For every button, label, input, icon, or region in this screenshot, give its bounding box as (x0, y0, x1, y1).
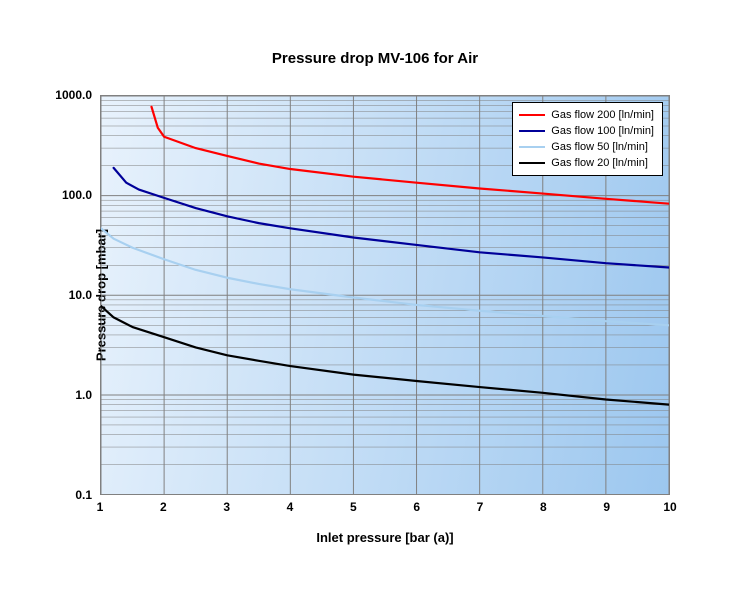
y-tick: 1000.0 (55, 88, 92, 102)
chart-title: Pressure drop MV-106 for Air (0, 50, 750, 67)
y-tick: 100.0 (62, 188, 92, 202)
legend-item: Gas flow 50 [ln/min] (519, 139, 654, 155)
y-tick: 10.0 (69, 288, 92, 302)
legend-swatch (519, 114, 545, 116)
legend-swatch (519, 130, 545, 132)
legend-label: Gas flow 100 [ln/min] (551, 125, 654, 137)
legend-label: Gas flow 50 [ln/min] (551, 141, 648, 153)
legend: Gas flow 200 [ln/min] Gas flow 100 [ln/mi… (512, 102, 663, 176)
x-tick: 1 (97, 500, 104, 514)
legend-label: Gas flow 200 [ln/min] (551, 109, 654, 121)
x-tick: 8 (540, 500, 547, 514)
y-tick: 1.0 (75, 388, 92, 402)
x-tick: 2 (160, 500, 167, 514)
x-tick: 7 (477, 500, 484, 514)
x-tick: 6 (413, 500, 420, 514)
legend-swatch (519, 162, 545, 164)
legend-item: Gas flow 20 [ln/min] (519, 155, 654, 171)
legend-item: Gas flow 200 [ln/min] (519, 107, 654, 123)
x-tick: 10 (663, 500, 676, 514)
chart-container: Pressure drop MV-106 for Air Gas flow 20… (0, 0, 750, 600)
x-tick: 3 (223, 500, 230, 514)
x-tick: 9 (603, 500, 610, 514)
plot-area: Gas flow 200 [ln/min] Gas flow 100 [ln/mi… (100, 95, 670, 495)
x-tick: 5 (350, 500, 357, 514)
legend-swatch (519, 146, 545, 148)
y-tick: 0.1 (75, 488, 92, 502)
x-tick: 4 (287, 500, 294, 514)
legend-label: Gas flow 20 [ln/min] (551, 157, 648, 169)
x-axis-label: Inlet pressure [bar (a)] (100, 530, 670, 545)
legend-item: Gas flow 100 [ln/min] (519, 123, 654, 139)
